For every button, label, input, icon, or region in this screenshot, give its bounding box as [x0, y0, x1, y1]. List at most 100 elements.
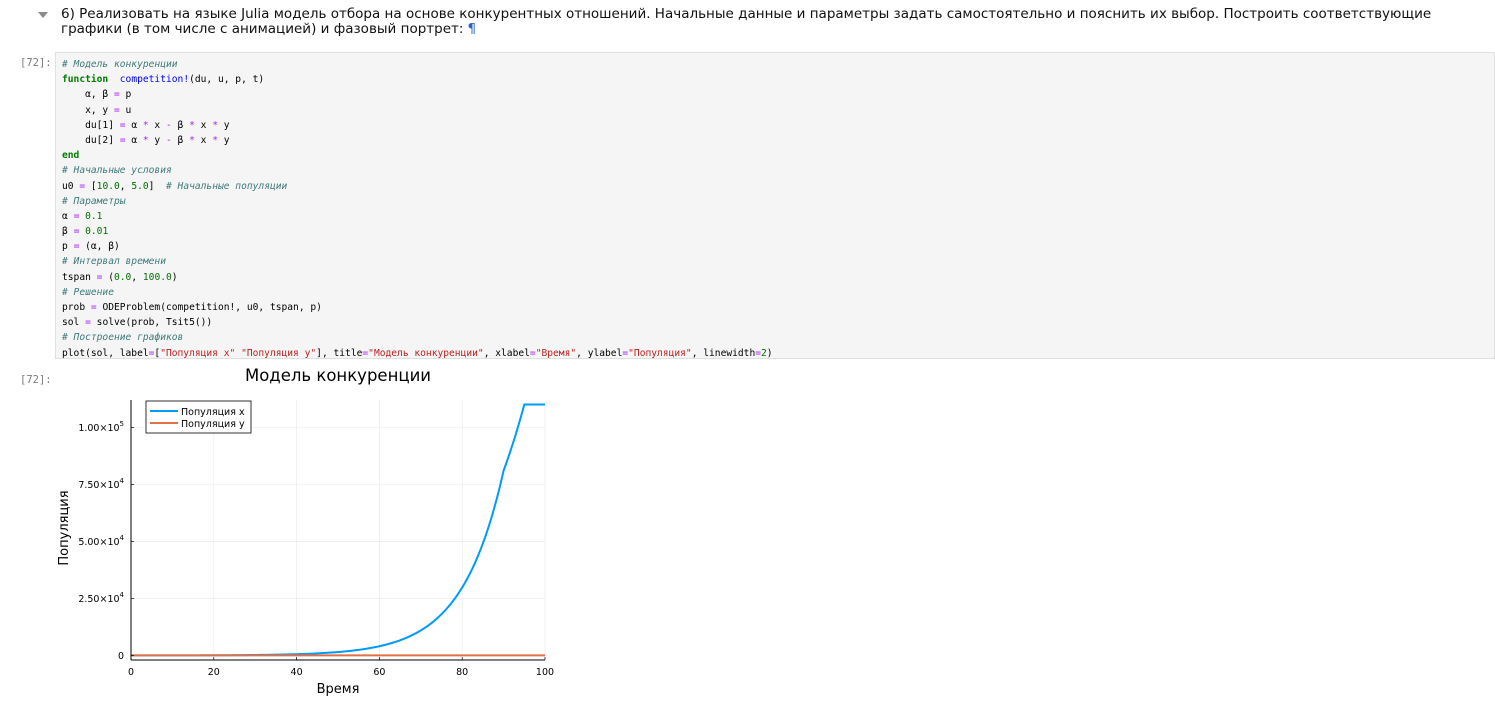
code-token: ]	[148, 180, 166, 192]
code-token: α	[125, 119, 143, 131]
code-token: 10.0	[96, 180, 120, 192]
code-token: ,	[119, 180, 132, 192]
code-token: sol	[62, 317, 86, 329]
code-token: α	[125, 134, 143, 146]
code-token: β	[62, 226, 74, 238]
y-tick-label: 0	[118, 651, 124, 662]
code-line: # Модель конкуренции	[62, 57, 773, 72]
code-token: =	[362, 347, 369, 359]
code-token: =	[113, 104, 120, 116]
code-token: 5.0	[131, 180, 149, 192]
code-token: "Популяция y"	[241, 347, 317, 359]
code-token: # Построение графиков	[62, 332, 184, 344]
x-axis-label: Время	[317, 682, 360, 697]
x-tick-label: 60	[373, 667, 385, 678]
code-token: =	[113, 89, 120, 101]
code-cell[interactable]: # Модель конкуренции function competition…	[55, 52, 1495, 359]
code-token: =	[85, 317, 91, 329]
x-tick-label: 20	[208, 667, 220, 678]
code-line: # Решение	[62, 285, 773, 300]
y-axis-label: Популяция	[57, 490, 72, 565]
input-prompt: [72]:	[20, 57, 52, 69]
code-token: [	[154, 347, 161, 359]
code-token: 0.01	[85, 226, 109, 238]
code-token: ], title	[316, 347, 363, 359]
code-token: *	[142, 134, 149, 146]
code-token: "Модель конкуренции"	[368, 347, 484, 359]
code-token: p	[119, 89, 132, 101]
code-token: =	[96, 271, 103, 283]
output-prompt: [72]:	[20, 374, 52, 386]
code-token: α	[62, 210, 74, 222]
collapse-caret-icon[interactable]	[38, 12, 48, 18]
code-token: , xlabel	[483, 347, 530, 359]
code-token: solve(prob, Tsit5())	[90, 317, 213, 329]
code-token: β	[171, 134, 190, 146]
code-token: 0.1	[85, 210, 103, 222]
code-token: =	[73, 241, 80, 253]
code-line: tspan = (0.0, 100.0)	[62, 270, 773, 285]
code-token: prob	[62, 302, 91, 313]
code-token: =	[622, 347, 629, 359]
code-token: , linewidth	[691, 347, 756, 359]
code-editor[interactable]: # Модель конкуренции function competition…	[62, 57, 773, 361]
code-line: plot(sol, label=["Популяция x" "Популяци…	[62, 346, 773, 361]
code-token: du[2]	[62, 134, 120, 146]
code-token: p	[62, 241, 74, 253]
code-token: =	[148, 347, 155, 359]
output-plot: 0 20 40 60 80 100 0 2.50×104 5.00×104 7.50×104 1.…	[57, 366, 554, 697]
code-token: *	[189, 134, 195, 146]
code-token: x	[194, 119, 213, 131]
code-line: u0 = [10.0, 5.0] # Начальные популяции	[62, 179, 773, 194]
code-token	[108, 74, 120, 85]
y-tick-labels: 0 2.50×104 5.00×104 7.50×104 1.00×105	[78, 420, 134, 662]
code-token: (α, β)	[79, 241, 120, 253]
code-token: =	[755, 347, 762, 359]
series-line-x	[130, 403, 545, 657]
code-token: (	[102, 271, 114, 283]
y-tick-label: 5.00×104	[78, 534, 124, 548]
y-tick-label: 1.00×105	[78, 420, 124, 434]
code-line: function competition!(du, u, p, t)	[62, 72, 773, 87]
pilcrow-anchor-link[interactable]: ¶	[467, 21, 477, 37]
markdown-cell[interactable]: 6) Реализовать на языке Julia модель отб…	[61, 7, 1491, 37]
markdown-text: 6) Реализовать на языке Julia модель отб…	[61, 6, 1432, 37]
code-token: # Решение	[62, 286, 114, 298]
x-tick-label: 80	[456, 667, 468, 678]
code-line: # Параметры	[62, 194, 773, 209]
code-line: p = (α, β)	[62, 239, 773, 254]
code-line: # Начальные условия	[62, 163, 773, 178]
x-tick-labels: 0 20 40 60 80 100	[128, 657, 554, 678]
code-token: )	[766, 347, 773, 359]
code-token: =	[90, 302, 97, 313]
code-token: tspan	[62, 271, 97, 283]
code-token: =	[529, 347, 536, 359]
code-token: *	[189, 119, 195, 131]
code-token: =	[119, 119, 126, 131]
code-token: =	[79, 180, 86, 192]
legend: Популяция x Популяция y	[145, 400, 252, 434]
code-token: "Время"	[535, 347, 577, 359]
code-line: du[2] = α * y - β * x * y	[62, 133, 773, 148]
code-line: # Построение графиков	[62, 330, 773, 345]
chart-title: Модель конкуренции	[245, 366, 431, 385]
code-token: du[1]	[62, 119, 120, 131]
code-token: end	[62, 150, 80, 162]
code-token: (du, u, p, t)	[189, 74, 265, 86]
code-token: β	[171, 119, 190, 131]
code-token: α, β	[62, 89, 114, 101]
code-token: 2	[761, 347, 767, 359]
code-line: β = 0.01	[62, 224, 773, 239]
legend-label-x: Популяция x	[181, 407, 245, 418]
y-tick-label: 7.50×104	[78, 477, 124, 491]
code-token: # Интервал времени	[62, 256, 166, 268]
plot-series	[130, 403, 545, 657]
code-token: =	[73, 226, 80, 238]
code-token: plot(sol, label	[62, 347, 149, 359]
code-token: *	[212, 119, 218, 131]
code-token: y	[217, 134, 230, 146]
code-line: α = 0.1	[62, 209, 773, 224]
code-token: # Модель конкуренции	[62, 59, 178, 70]
plot-grid	[130, 400, 546, 660]
code-token: y	[217, 119, 230, 131]
